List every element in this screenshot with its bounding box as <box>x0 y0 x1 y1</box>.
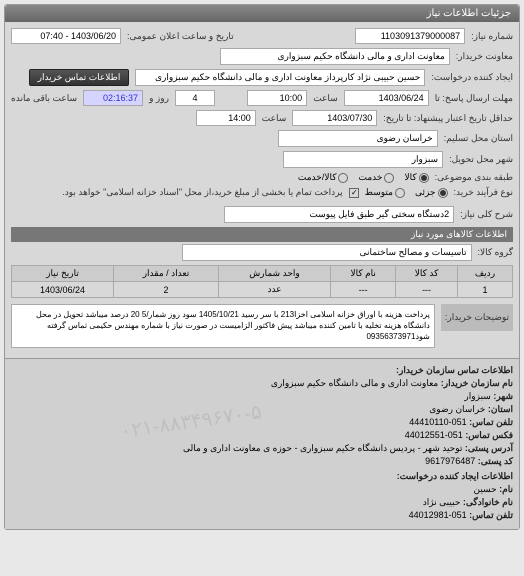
col-unit: واحد شمارش <box>218 266 330 282</box>
goods-table: ردیف کد کالا نام کالا واحد شمارش تعداد /… <box>11 265 513 298</box>
radio-partial-label: جزئی <box>415 187 436 198</box>
credit-exp-hour-label: ساعت <box>262 113 287 124</box>
pay-type-group: جزئی متوسط <box>365 187 448 198</box>
public-date-label: تاریخ و ساعت اعلان عمومی: <box>127 31 234 42</box>
req-no-field: 1103091379000087 <box>355 28 465 44</box>
deadline-hour-label: ساعت <box>313 93 338 104</box>
radio-partial[interactable] <box>438 188 448 198</box>
org-name: معاونت اداری و مالی دانشگاه حکیم سبزواری <box>271 378 438 388</box>
province-label: استان محل تسلیم: <box>444 133 513 144</box>
remain-label: ساعت باقی مانده <box>11 93 77 104</box>
credit-exp-hour-field: 14:00 <box>196 110 256 126</box>
c-address: توحید شهر - پردیس دانشگاه حکیم سبزواری -… <box>183 443 462 453</box>
cell: 1 <box>457 282 512 298</box>
supply-type-label: طبقه بندی موضوعی: <box>435 172 513 183</box>
group-field: تاسیسات و مصالح ساختمانی <box>182 244 472 261</box>
cell: --- <box>396 282 458 298</box>
lname-label: نام خانوادگی: <box>463 497 513 507</box>
buyer-org-field: معاونت اداری و مالی دانشگاه حکیم سبزواری <box>220 48 450 65</box>
cell: --- <box>331 282 396 298</box>
c-address-label: آدرس پستی: <box>465 443 513 453</box>
radio-goods[interactable] <box>419 173 429 183</box>
col-code: کد کالا <box>396 266 458 282</box>
req-no-label: شماره نیاز: <box>471 31 513 42</box>
radio-service[interactable] <box>384 173 394 183</box>
requester-label: ایجاد کننده درخواست: <box>431 72 513 83</box>
cell: 1403/06/24 <box>12 282 114 298</box>
lname: حبیبی نژاد <box>423 497 461 507</box>
fname-label: نام: <box>499 484 513 494</box>
creator-title: اطلاعات ایجاد کننده درخواست: <box>397 471 513 481</box>
c-postal: 9617976487 <box>425 456 475 466</box>
desc-field: 2دستگاه سختی گیر طبق فایل پیوست <box>224 206 454 223</box>
credit-exp-date-field: 1403/07/30 <box>292 110 377 126</box>
col-row: ردیف <box>457 266 512 282</box>
fname: حسین <box>473 484 496 494</box>
pay-note: پرداخت تمام یا بخشی از مبلغ خرید،از محل … <box>62 187 342 198</box>
public-date-field: 1403/06/20 - 07:40 <box>11 28 121 44</box>
radio-goods-label: کالا <box>404 172 416 183</box>
panel-title: جزئیات اطلاعات نیاز <box>5 5 519 22</box>
col-date: تاریخ نیاز <box>12 266 114 282</box>
requester-field: حسین حبیبی نژاد کارپرداز معاونت اداری و … <box>135 69 425 86</box>
c-fax: 051-44012551 <box>405 430 463 440</box>
notes-label: توضیحات خریدار: <box>441 304 513 331</box>
radio-service-label: خدمت <box>358 172 382 183</box>
org-name-label: نام سازمان خریدار: <box>441 378 513 388</box>
radio-medium-label: متوسط <box>365 187 393 198</box>
days-field: 4 <box>175 90 215 106</box>
deadline-date-field: 1403/06/24 <box>344 90 429 106</box>
radio-both[interactable] <box>338 173 348 183</box>
org-contact-title: اطلاعات تماس سازمان خریدار: <box>396 365 513 375</box>
supply-type-group: کالا خدمت کالا/خدمت <box>298 172 429 183</box>
c-postal-label: کد پستی: <box>478 456 513 466</box>
goods-section-title: اطلاعات کالاهای مورد نیاز <box>11 227 513 242</box>
c-phone: 051-44410110 <box>409 417 466 427</box>
c-phone-label: تلفن تماس: <box>469 417 513 427</box>
deadline-label: مهلت ارسال پاسخ: تا <box>435 93 513 104</box>
city-field: سبزوار <box>283 151 443 168</box>
radio-both-label: کالا/خدمت <box>298 172 337 183</box>
col-name: نام کالا <box>331 266 396 282</box>
table-row: 1 --- --- عدد 2 1403/06/24 <box>12 282 513 298</box>
radio-medium[interactable] <box>395 188 405 198</box>
c-city-label: شهر: <box>493 391 513 401</box>
days-label: روز و <box>149 93 169 104</box>
desc-label: شرح کلی نیاز: <box>460 209 513 220</box>
c-province-label: استان: <box>488 404 513 414</box>
c-city: سبزوار <box>464 391 490 401</box>
contact-buyer-button[interactable]: اطلاعات تماس خریدار <box>29 69 130 86</box>
deadline-hour-field: 10:00 <box>247 90 307 106</box>
pay-type-label: نوع فرآیند خرید: <box>454 187 514 198</box>
buyer-org-label: معاونت خریدار: <box>456 51 513 62</box>
c-province: خراسان رضوی <box>429 404 485 414</box>
province-field: خراسان رضوی <box>278 130 438 147</box>
cphone-label: تلفن تماس: <box>469 510 513 520</box>
buyer-notes: پرداخت هزینه با اوراق خزانه اسلامی اخزا2… <box>11 304 435 348</box>
city-label: شهر محل تحویل: <box>449 154 513 165</box>
pay-note-checkbox[interactable] <box>349 188 359 198</box>
group-label: گروه کالا: <box>478 247 513 258</box>
cell: عدد <box>218 282 330 298</box>
c-fax-label: فکس تماس: <box>465 430 513 440</box>
remain-time-field: 02:16:37 <box>83 90 143 106</box>
cell: 2 <box>114 282 219 298</box>
col-qty: تعداد / مقدار <box>114 266 219 282</box>
cphone: 051-44012981 <box>409 510 467 520</box>
credit-exp-label: حداقل تاریخ اعتبار پیشنهاد: تا تاریخ: <box>383 113 513 124</box>
